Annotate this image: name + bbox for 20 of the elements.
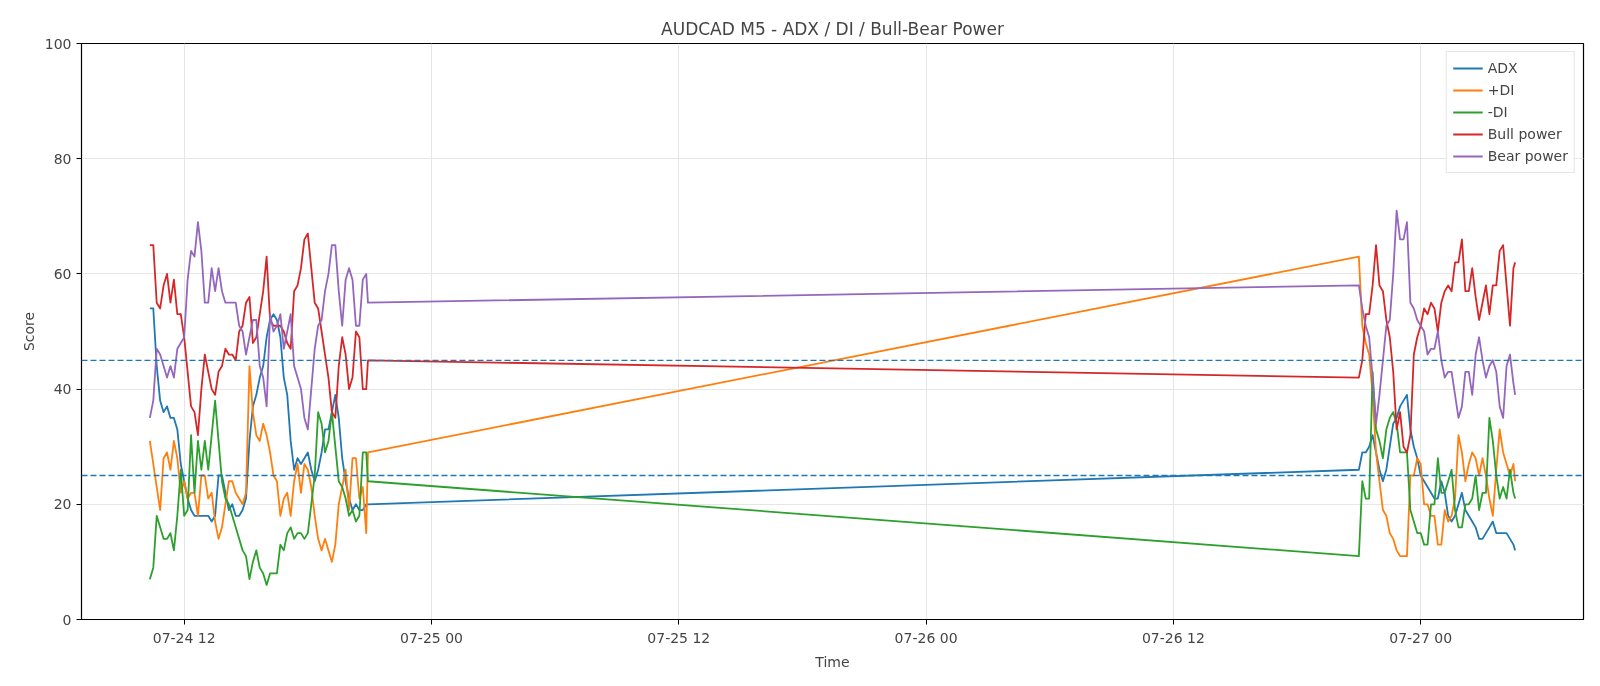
y-tick-label: 80 [53,150,72,167]
x-tick-label: 07-25 12 [647,629,711,646]
x-tick-label: 07-26 12 [1141,629,1205,646]
x-tick-label: 07-26 00 [894,629,958,646]
legend-label: +DI [1487,82,1515,98]
legend-label: Bull power [1487,126,1562,142]
legend-label: Bear power [1487,148,1568,164]
y-tick-label: 0 [62,611,72,628]
x-axis-title: Time [814,653,850,670]
legend-label: ADX [1487,60,1518,76]
x-tick-label: 07-27 00 [1389,629,1453,646]
y-tick-label: 40 [53,381,72,398]
y-tick-label: 100 [44,35,72,52]
y-tick-label: 60 [53,265,72,282]
chart-title: AUDCAD M5 - ADX / DI / Bull-Bear Power [661,18,1004,39]
y-axis-title: Score [20,311,37,352]
y-tick-label: 20 [53,496,72,513]
x-tick-label: 07-25 00 [400,629,463,646]
legend-label: -DI [1487,104,1508,120]
x-tick-label: 07-24 12 [152,629,216,646]
